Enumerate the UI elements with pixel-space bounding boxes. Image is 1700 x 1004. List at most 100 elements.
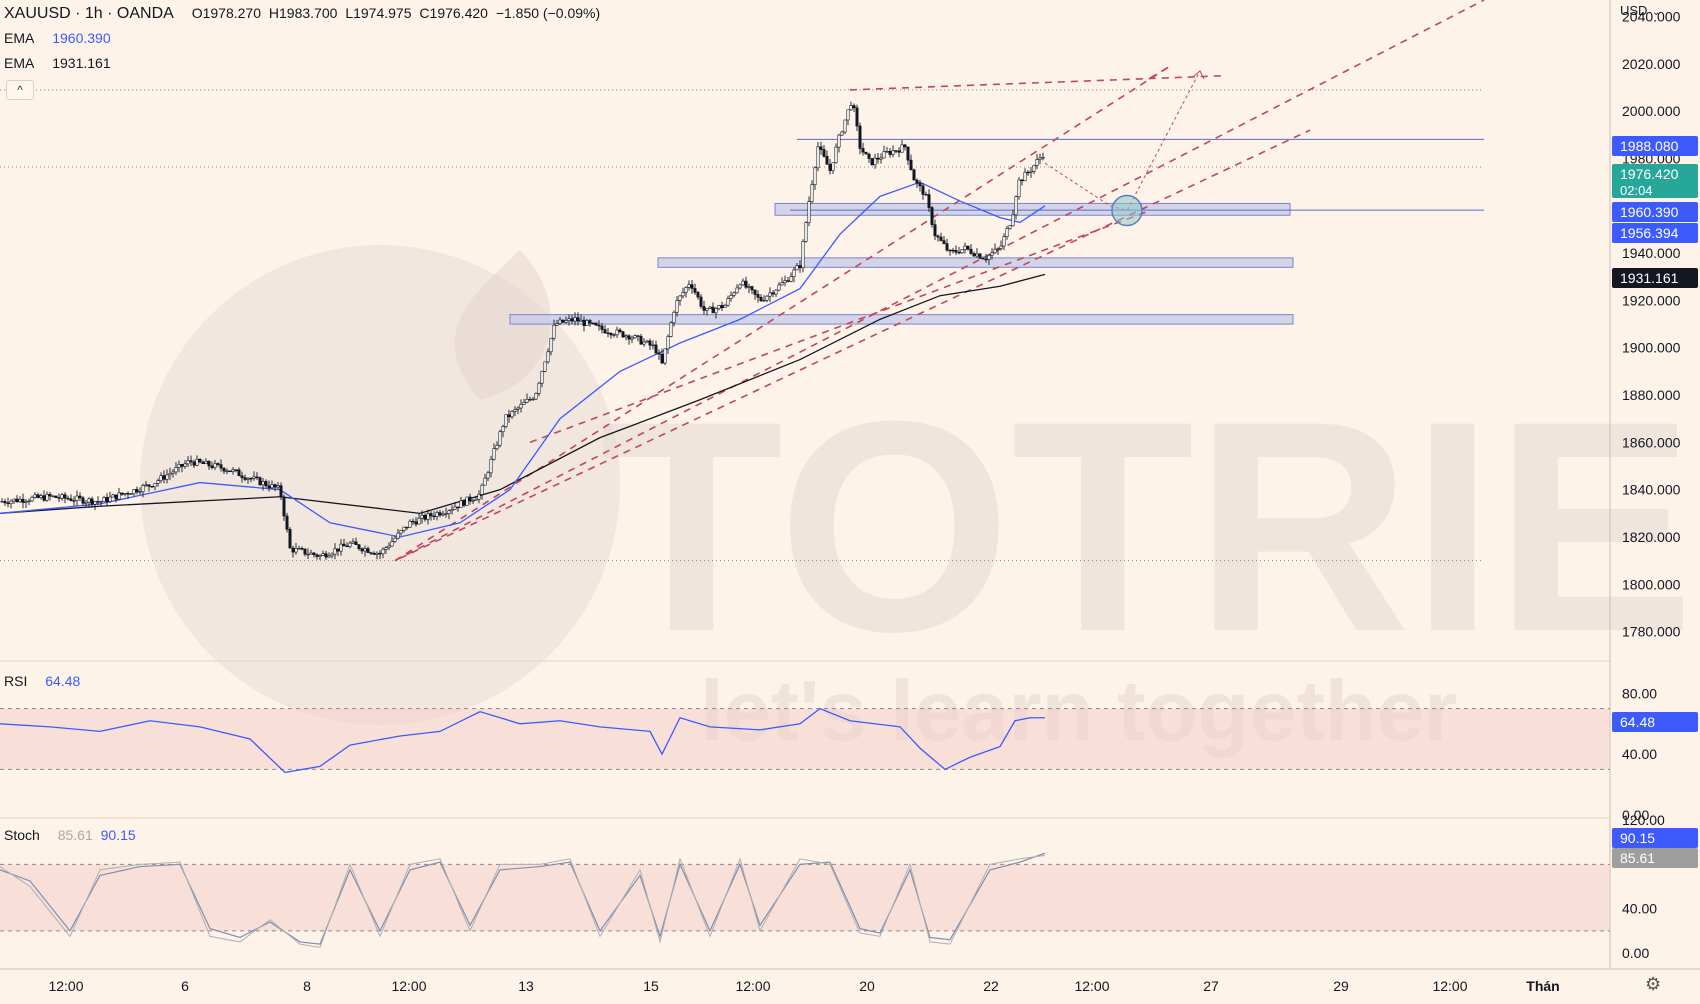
gear-icon[interactable]: ⚙	[1645, 974, 1661, 994]
candle-body	[261, 481, 265, 486]
candle	[903, 143, 907, 151]
candle-body	[165, 474, 169, 480]
candle	[183, 459, 187, 469]
candle-body	[3, 501, 7, 504]
candle-body	[63, 494, 67, 499]
candle	[630, 335, 634, 344]
candle-body	[447, 510, 451, 514]
candle	[783, 275, 787, 287]
candle-body	[291, 547, 295, 553]
open-label: O	[191, 5, 203, 21]
currency-label[interactable]: USD	[1620, 3, 1647, 18]
candle	[567, 314, 571, 326]
candle	[957, 246, 961, 255]
candle-body	[207, 460, 211, 467]
candle	[564, 316, 568, 324]
candle	[873, 153, 877, 169]
candle	[975, 248, 979, 258]
candle	[447, 509, 451, 520]
candle-body	[729, 295, 733, 299]
time-tick-label: 12:00	[391, 978, 426, 994]
candle	[912, 168, 916, 181]
chevron-down-icon[interactable]: ⌄	[1652, 7, 1660, 18]
candle	[459, 496, 463, 508]
candle-body	[429, 513, 433, 517]
stoch-legend[interactable]: Stoch 85.61 90.15	[4, 827, 140, 843]
candle	[582, 316, 586, 332]
candle-body	[489, 458, 493, 474]
candle	[828, 158, 832, 175]
candle	[402, 526, 406, 533]
candle	[159, 472, 163, 484]
candle-body	[972, 253, 976, 257]
ema-slow-legend[interactable]: EMA 1931.161	[4, 55, 115, 71]
candle	[960, 249, 964, 254]
candle	[147, 484, 151, 492]
candle	[684, 286, 688, 298]
candle-body	[555, 323, 559, 326]
candle-body	[882, 151, 886, 159]
candle	[312, 552, 316, 558]
candle-body	[870, 158, 874, 166]
price-tick-label: 2040.000	[1622, 9, 1681, 25]
candle-body	[153, 483, 157, 488]
candle-body	[969, 248, 973, 254]
candle-body	[936, 235, 940, 238]
rsi-label: RSI	[4, 673, 28, 689]
candle	[156, 478, 160, 487]
candle	[6, 497, 10, 508]
candle-body	[906, 146, 910, 161]
candle	[222, 467, 226, 474]
candle-body	[297, 548, 301, 550]
candle	[363, 545, 367, 557]
candle	[315, 553, 319, 560]
candle-body	[897, 150, 901, 153]
candle	[237, 467, 241, 477]
candle	[702, 300, 706, 315]
ema-fast-legend[interactable]: EMA 1960.390	[4, 30, 115, 46]
rsi-legend[interactable]: RSI 64.48	[4, 673, 84, 689]
candle	[423, 513, 427, 522]
candle-body	[183, 463, 187, 467]
candle	[108, 491, 112, 503]
price-axis[interactable]: 2040.0002020.0002000.0001980.0001940.000…	[1622, 9, 1681, 961]
candle-body	[423, 514, 427, 520]
candle	[132, 488, 136, 497]
candle	[375, 551, 379, 560]
candle-body	[921, 185, 925, 195]
candle-body	[282, 496, 286, 517]
candle	[921, 183, 925, 200]
candle-body	[138, 491, 142, 493]
candle	[876, 152, 880, 164]
candle-body	[195, 458, 199, 466]
candle	[645, 339, 649, 344]
candle-body	[270, 484, 274, 489]
candle	[807, 196, 811, 227]
candle	[909, 154, 913, 171]
candle	[882, 145, 886, 159]
candle-body	[123, 493, 127, 495]
stoch-pane	[0, 852, 1610, 949]
candle-body	[585, 320, 589, 326]
stoch-label: Stoch	[4, 827, 40, 843]
price-tag: 1931.161	[1612, 268, 1698, 288]
candle	[213, 459, 217, 470]
candle-body	[51, 495, 55, 498]
candle-body	[930, 207, 934, 225]
time-axis[interactable]: 12:00 6 8 12:00 13 15 12:00 20 22 12:00 27 29 12:00 T…	[48, 978, 1559, 994]
candle-body	[981, 257, 985, 260]
candle-body	[60, 494, 64, 499]
candle	[267, 480, 271, 492]
collapse-legend-button[interactable]: ^	[6, 80, 34, 100]
candle	[756, 290, 760, 303]
candle-body	[126, 493, 130, 495]
candle-body	[174, 467, 178, 473]
symbol-title[interactable]: XAUUSD · 1h · OANDA	[4, 5, 174, 22]
candle-body	[399, 530, 403, 534]
candle-body	[216, 463, 220, 465]
candle-body	[354, 541, 358, 545]
time-tick-label: 8	[303, 978, 311, 994]
candle-body	[144, 484, 148, 486]
